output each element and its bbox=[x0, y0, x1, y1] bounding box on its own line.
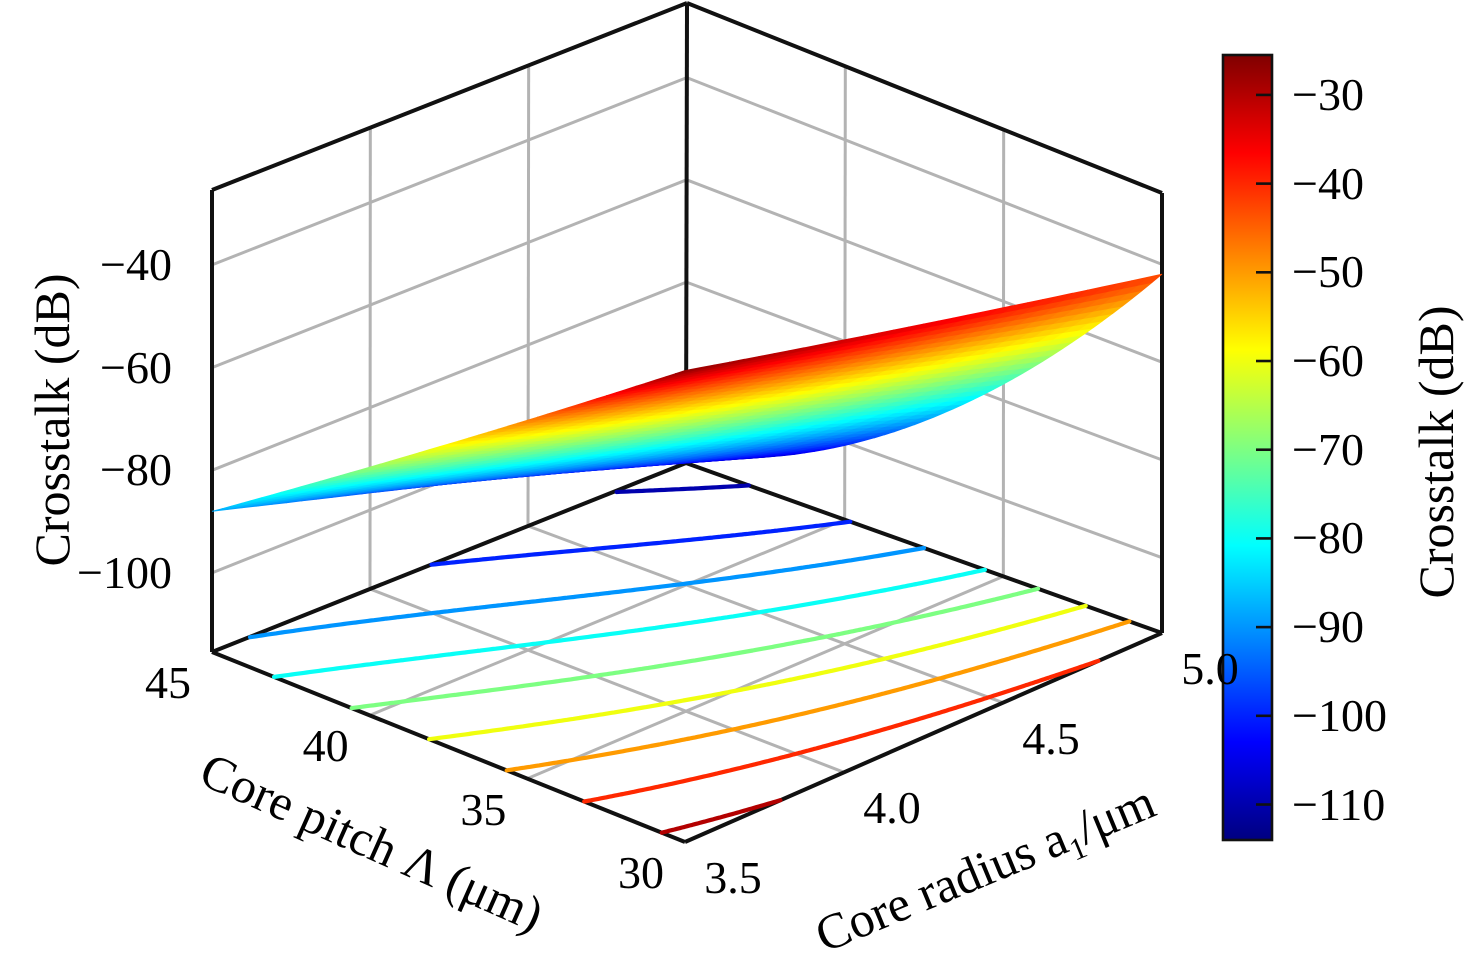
colorbar bbox=[1221, 53, 1274, 842]
floor-contour-lines bbox=[247, 483, 1132, 835]
surface-mesh bbox=[211, 273, 1163, 512]
floor-gridlines bbox=[369, 518, 1004, 781]
